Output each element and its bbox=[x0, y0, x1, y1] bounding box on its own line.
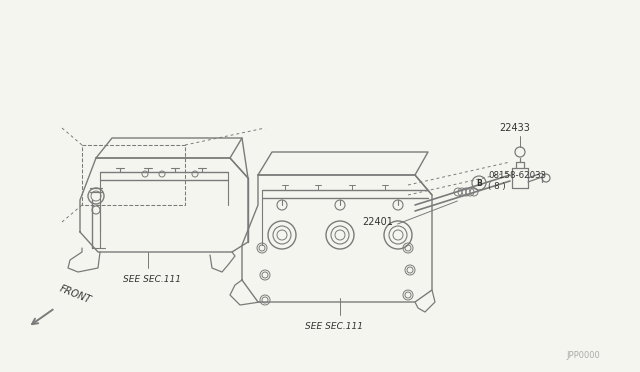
Text: B: B bbox=[476, 179, 482, 187]
Text: 08158-62033
( 8 ): 08158-62033 ( 8 ) bbox=[488, 171, 546, 192]
Text: 22401: 22401 bbox=[362, 217, 393, 227]
Text: JPP0000: JPP0000 bbox=[566, 351, 600, 360]
Text: FRONT: FRONT bbox=[58, 283, 93, 305]
Text: SEE SEC.111: SEE SEC.111 bbox=[305, 322, 363, 331]
Text: 22433: 22433 bbox=[500, 123, 531, 133]
Text: SEE SEC.111: SEE SEC.111 bbox=[123, 275, 181, 284]
